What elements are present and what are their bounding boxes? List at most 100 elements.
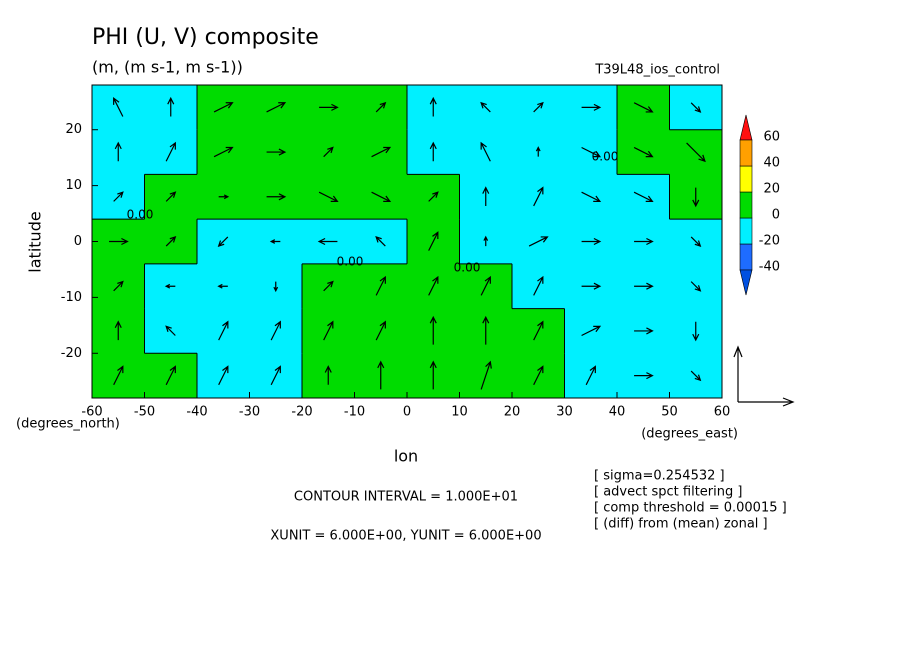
x-tick-label: 30 [556, 405, 573, 420]
chart-subtitle: (m, (m s-1, m s-1)) [92, 58, 243, 77]
colorbar-label: 0 [772, 208, 780, 223]
colorbar-label: -20 [759, 234, 780, 249]
wind-vector [480, 141, 491, 162]
wind-vector [429, 315, 437, 345]
wind-vector [113, 96, 124, 117]
wind-vector [585, 365, 596, 386]
wind-vector [109, 237, 129, 246]
x-tick-label: 20 [504, 405, 521, 420]
colorbar-segment [739, 165, 753, 193]
wind-vector [690, 102, 702, 113]
wind-vector [377, 360, 385, 390]
wind-vector [581, 146, 602, 158]
wind-vector [323, 280, 334, 292]
wind-vector [217, 236, 229, 248]
colorbar-label: -40 [759, 260, 780, 275]
x-tick-label: -60 [81, 405, 102, 420]
wind-vector [270, 365, 281, 386]
wind-vector [480, 360, 492, 390]
wind-vector [371, 191, 392, 202]
wind-vector [533, 101, 544, 113]
wind-vector [113, 280, 124, 292]
experiment-label: T39L48_ios_control [594, 63, 720, 78]
wind-vector [218, 320, 229, 341]
wind-vector [165, 235, 177, 247]
wind-vector [428, 191, 439, 202]
x-tick-label: 0 [403, 405, 411, 420]
colorbar-segment [739, 139, 753, 167]
contour-label: 0.00 [127, 208, 154, 222]
wind-vector [581, 237, 602, 246]
y-tick-label: 10 [65, 178, 82, 193]
wind-vector [266, 148, 287, 156]
wind-vector [429, 360, 437, 390]
y-axis-label: latitude [26, 211, 45, 272]
wind-vector [634, 282, 654, 290]
wind-vector [533, 275, 544, 296]
wind-vector [429, 96, 437, 117]
wind-vector [428, 275, 439, 296]
wind-vector [429, 141, 437, 162]
x-tick-label: 10 [451, 405, 468, 420]
wind-vector [167, 96, 175, 117]
wind-vector [482, 186, 490, 206]
wind-vector [480, 101, 491, 113]
wind-vector [581, 103, 602, 111]
note: [ sigma=0.254532 ] [594, 469, 725, 484]
wind-vector [692, 321, 700, 342]
wind-vector [483, 235, 489, 247]
contour-label: 0.00 [592, 150, 619, 164]
wind-vector [633, 146, 654, 158]
contour-interval: CONTOUR INTERVAL = 1.000E+01 [294, 490, 518, 505]
contour-label: 0.00 [337, 255, 364, 269]
wind-vector [165, 141, 176, 162]
wind-vector [633, 102, 654, 113]
wind-vector [581, 191, 602, 202]
wind-vector [528, 236, 549, 247]
wind-vector [375, 101, 387, 113]
wind-vector [270, 320, 281, 341]
wind-vector [266, 193, 287, 201]
wind-vector [266, 102, 287, 113]
wind-vector [482, 315, 490, 345]
colorbar-segment [739, 217, 753, 245]
wind-vector [324, 365, 332, 385]
wind-vector [581, 325, 602, 337]
wind-vector [375, 320, 386, 341]
wind-vector [535, 146, 541, 157]
colorbar-segment [739, 191, 753, 219]
colorbar-label: 40 [763, 156, 780, 171]
wind-vector [113, 191, 124, 202]
wind-vector [634, 237, 654, 246]
wind-vector [113, 365, 124, 386]
y-tick-label: -20 [61, 346, 82, 361]
colorbar-label: 20 [763, 182, 780, 197]
wind-vector [165, 365, 176, 386]
wind-vector [371, 146, 392, 158]
wind-vector [690, 370, 702, 382]
colorbar-segment [739, 243, 753, 271]
wind-vector [428, 231, 439, 251]
x-tick-label: -20 [291, 405, 312, 420]
x-tick-label: -30 [239, 405, 260, 420]
wind-vector [692, 187, 700, 208]
wind-vector [217, 283, 228, 289]
x-tick-label: -50 [134, 405, 155, 420]
y-tick-label: -10 [61, 290, 82, 305]
wind-vector [114, 141, 122, 162]
y-unit-label: (degrees_north) [16, 417, 120, 432]
x-tick-label: 50 [661, 405, 678, 420]
note: [ advect spct filtering ] [594, 485, 742, 500]
wind-vector [633, 191, 654, 202]
wind-vector [375, 235, 386, 247]
wind-vector [165, 191, 177, 202]
wind-vector [533, 365, 544, 386]
wind-vector [213, 102, 234, 113]
wind-vector [686, 142, 706, 163]
x-tick-label: -10 [344, 405, 365, 420]
wind-vector [634, 372, 654, 380]
vector-units: XUNIT = 6.000E+00, YUNIT = 6.000E+00 [270, 529, 541, 544]
wind-vector [323, 146, 334, 158]
chart-title: PHI (U, V) composite [92, 25, 319, 50]
wind-vector [213, 146, 234, 158]
